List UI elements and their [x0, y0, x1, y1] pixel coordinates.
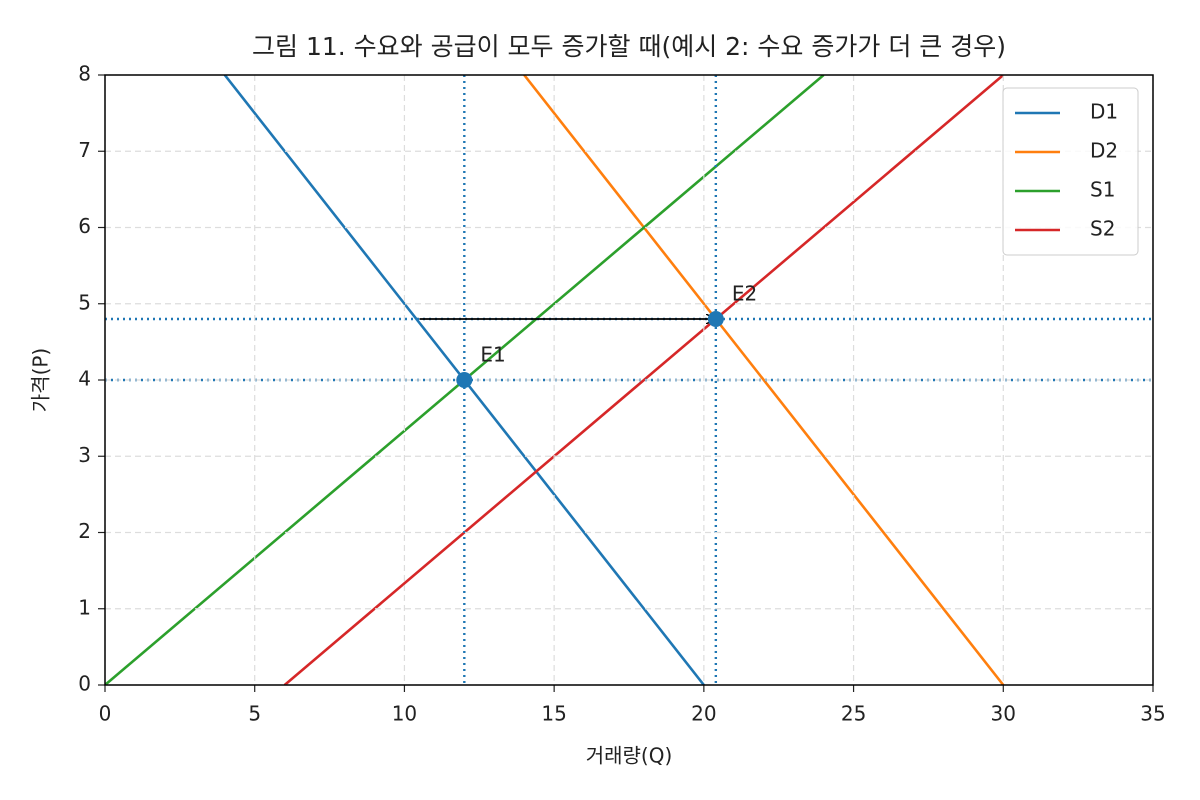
legend-label: D1 [1090, 100, 1118, 124]
line [523, 75, 1005, 685]
x-axis-label: 거래량(Q) [586, 744, 673, 768]
legend-box [1002, 87, 1139, 256]
point-label: E2 [732, 282, 757, 306]
y-tick-label: 7 [78, 138, 91, 162]
x-tick-label: 0 [99, 702, 112, 726]
x-tick-label: 5 [248, 702, 261, 726]
x-tick-label: 35 [1140, 702, 1165, 726]
chart-title: 그림 11. 수요와 공급이 모두 증가할 때(예시 2: 수요 증가가 더 큰… [252, 32, 1006, 61]
x-tick-label: 20 [691, 702, 716, 726]
legend-label: S2 [1090, 217, 1115, 241]
point-label: E1 [480, 343, 505, 367]
x-tick-label: 15 [541, 702, 566, 726]
y-tick-label: 6 [78, 214, 91, 238]
equilibrium-point [707, 311, 724, 327]
y-tick-label: 5 [78, 290, 91, 314]
legend-label: S1 [1090, 178, 1115, 202]
x-tick-label: 30 [991, 702, 1016, 726]
y-tick-label: 4 [78, 367, 91, 391]
y-tick-label: 8 [78, 62, 91, 86]
y-tick-label: 1 [78, 595, 91, 619]
legend-label: D2 [1090, 139, 1118, 163]
y-axis-label: 가격(P) [29, 348, 53, 412]
x-tick-label: 10 [392, 702, 417, 726]
equilibrium-point [456, 372, 473, 388]
plot-frame [104, 74, 1154, 686]
x-tick-label: 25 [841, 702, 866, 726]
line [283, 75, 1005, 685]
y-tick-label: 0 [78, 672, 91, 696]
legend: D1 D2 S1 S2 [1002, 87, 1139, 256]
y-tick-label: 3 [78, 443, 91, 467]
y-tick-label: 2 [78, 519, 91, 543]
